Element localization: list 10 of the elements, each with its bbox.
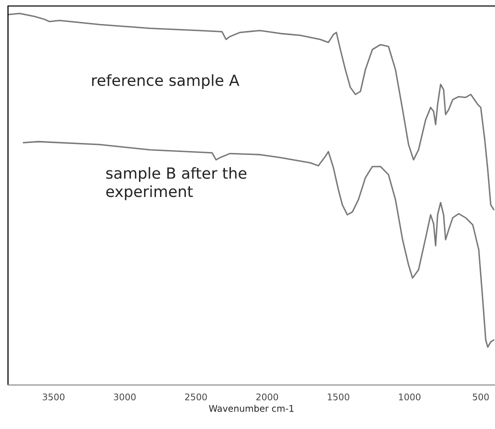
- text: reference sample A: [92, 74, 240, 90]
- x-tick-label: 3000: [114, 393, 136, 400]
- x-tick-label: 3500: [42, 393, 64, 400]
- x-axis-title: Wavenumber cm-1: [208, 404, 294, 412]
- series-label: sample B after the experiment: [106, 167, 246, 200]
- x-tick-label: 1000: [399, 393, 420, 400]
- x-tick-label: 500: [472, 393, 489, 400]
- x-tick-label: 2500: [185, 393, 207, 400]
- x-tick-label: 1500: [328, 393, 350, 400]
- x-tick-label: 2000: [256, 393, 278, 400]
